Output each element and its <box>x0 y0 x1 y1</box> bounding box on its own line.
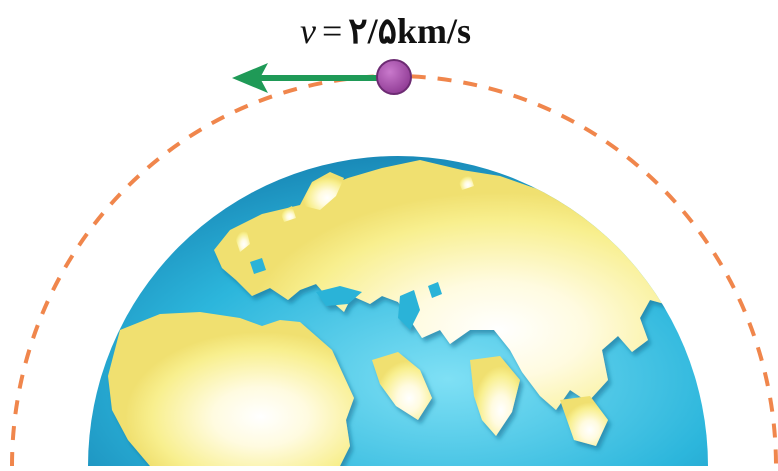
equals-sign: = <box>321 11 343 51</box>
velocity-label: v = ۲/۵km/s <box>300 6 540 56</box>
velocity-arrow-icon <box>232 63 387 93</box>
velocity-value: ۲/۵km/s <box>348 11 471 51</box>
continents <box>108 160 672 466</box>
velocity-symbol: v <box>300 11 316 51</box>
satellite-dot-icon <box>376 59 412 95</box>
earth-globe-icon <box>88 156 708 466</box>
